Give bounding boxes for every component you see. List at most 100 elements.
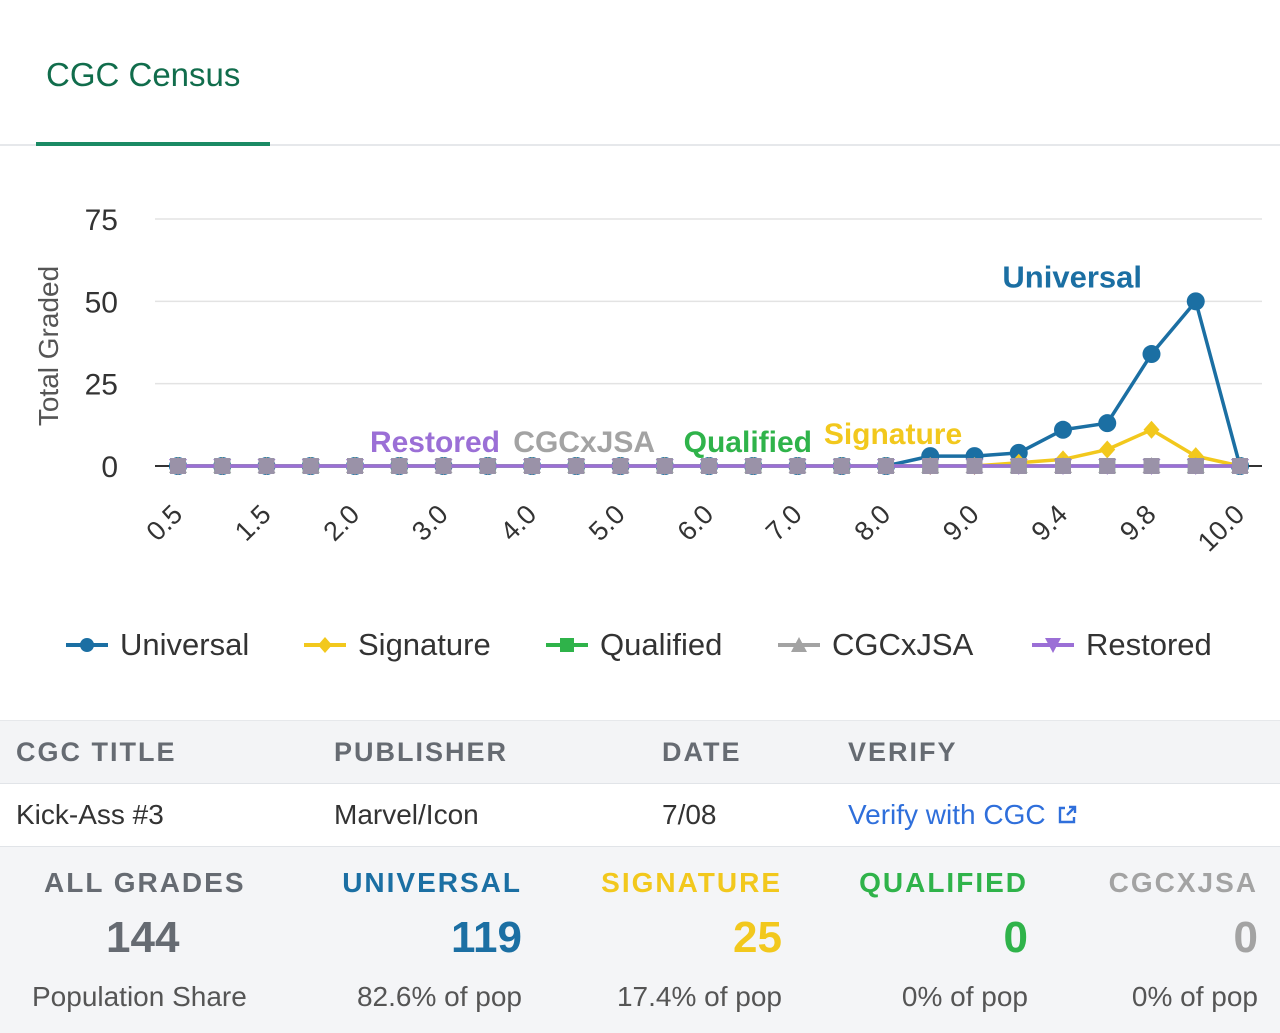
data-point [214, 458, 231, 474]
x-tick-label: 3.0 [406, 499, 454, 547]
tab-cgc-census[interactable]: CGC Census [36, 48, 270, 146]
stat-all-grades: ALL GRADES 144 Population Share [0, 847, 290, 1033]
comic-title: Kick-Ass #3 [16, 799, 164, 830]
column-header-date: DATE [662, 737, 742, 767]
stat-label: UNIVERSAL [342, 867, 522, 898]
data-point [1009, 443, 1028, 462]
stat-value: 144 [106, 913, 180, 962]
data-point [568, 458, 585, 474]
y-tick-label: 75 [85, 204, 118, 237]
line-triangle-marker-icon [778, 637, 820, 652]
line-triangle-down-marker-icon [1032, 638, 1074, 653]
verify-link-label: Verify with CGC [848, 799, 1046, 830]
legend-item-signature[interactable]: Signature [304, 620, 491, 670]
series-annotation: Universal [1002, 259, 1142, 294]
column-header-verify: VERIFY [848, 737, 958, 767]
x-tick-label: 10.0 [1192, 499, 1250, 557]
data-point [170, 458, 186, 474]
data-point [391, 458, 408, 474]
y-tick-label: 25 [85, 369, 118, 402]
comic-publisher: Marvel/Icon [334, 799, 479, 830]
stat-label: QUALIFIED [859, 867, 1028, 898]
data-point [1010, 458, 1027, 474]
stat-cgcxjsa: CGCXJSA 0 0% of pop [1046, 847, 1280, 1033]
legend-label: Qualified [600, 627, 723, 662]
data-point [966, 458, 983, 474]
line-square-marker-icon [546, 638, 588, 652]
data-point [1055, 458, 1071, 474]
legend-label: Signature [358, 627, 491, 662]
data-point [833, 458, 850, 474]
x-tick-label: 4.0 [494, 499, 542, 547]
data-point [1186, 292, 1205, 311]
data-point [1099, 458, 1116, 474]
table-row: Kick-Ass #3 Marvel/Icon 7/08 Verify with… [0, 784, 1280, 847]
legend-label: Restored [1086, 627, 1212, 662]
verify-cell: Verify with CGC [848, 784, 1078, 846]
data-point [878, 458, 894, 474]
stat-value: 0 [1003, 913, 1028, 962]
stat-label: SIGNATURE [601, 867, 782, 898]
x-tick-label: 6.0 [671, 499, 719, 547]
data-point [789, 458, 806, 474]
legend-item-cgcxjsa[interactable]: CGCxJSA [778, 620, 973, 670]
stat-universal: UNIVERSAL 119 82.6% of pop [290, 847, 540, 1033]
legend-item-restored[interactable]: Restored [1032, 620, 1212, 670]
stat-sub: 0% of pop [901, 981, 1028, 1012]
chart-legend: Universal Signature Qualified CGCxJSA Re… [0, 620, 1280, 670]
census-chart: 0 25 50 75 Total Graded 0.5 1.5 2.0 3.0 4.0 5.0 6.0… [33, 204, 1262, 557]
x-tick-label: 0.5 [140, 499, 188, 547]
external-link-icon [1058, 805, 1076, 824]
stat-sub: 17.4% of pop [616, 981, 782, 1012]
data-point [1054, 420, 1072, 439]
x-tick-label: 9.4 [1025, 499, 1073, 547]
legend-label: Universal [120, 627, 250, 662]
stat-signature: SIGNATURE 25 17.4% of pop [540, 847, 800, 1033]
stat-value: 119 [451, 913, 522, 962]
data-point [922, 458, 939, 474]
x-tick-label: 7.0 [760, 499, 808, 547]
stat-qualified: QUALIFIED 0 0% of pop [800, 847, 1046, 1033]
population-stats: ALL GRADES 144 Population Share UNIVERSA… [0, 847, 1280, 1033]
data-point [656, 458, 673, 474]
x-tick-label: 9.0 [937, 499, 985, 547]
data-point [1187, 458, 1204, 474]
x-tick-label: 2.0 [317, 499, 365, 547]
stat-sub: 82.6% of pop [356, 981, 522, 1012]
stat-label: CGCXJSA [1108, 867, 1258, 898]
comic-info-table: CGC TITLE PUBLISHER DATE VERIFY Kick-Ass… [0, 720, 1280, 847]
tab-bar: CGC Census [0, 0, 1280, 146]
active-tab-indicator [36, 142, 270, 146]
data-point [745, 458, 762, 474]
line-diamond-marker-icon [304, 637, 346, 653]
legend-item-universal[interactable]: Universal [66, 620, 249, 670]
verify-with-cgc-link[interactable]: Verify with CGC [848, 784, 1078, 846]
series-annotation: CGCxJSA [513, 426, 655, 459]
x-tick-label: 9.8 [1114, 499, 1162, 547]
stat-value: 25 [733, 913, 782, 962]
stat-value: 0 [1233, 913, 1258, 962]
column-header-publisher: PUBLISHER [334, 737, 509, 767]
tab-label: CGC Census [46, 56, 241, 93]
stat-sub: 0% of pop [1131, 981, 1258, 1012]
x-tick-label: 8.0 [848, 499, 896, 547]
line-circle-marker-icon [66, 638, 108, 652]
series-annotation: Restored [370, 426, 500, 459]
series-annotation: Qualified [684, 426, 812, 459]
stat-label: ALL GRADES [44, 867, 246, 898]
legend-label: CGCxJSA [832, 627, 974, 662]
data-point [347, 458, 363, 474]
x-tick-label: 1.5 [229, 499, 277, 547]
stat-sub: Population Share [32, 981, 247, 1012]
data-point [612, 458, 629, 474]
data-point [302, 458, 319, 474]
comic-date: 7/08 [662, 799, 717, 830]
y-tick-label: 0 [101, 451, 118, 484]
y-axis-label: Total Graded [33, 266, 64, 426]
x-tick-label: 5.0 [583, 499, 631, 547]
legend-item-qualified[interactable]: Qualified [546, 620, 722, 670]
data-point [435, 458, 452, 474]
column-header-title: CGC TITLE [16, 737, 177, 767]
series-annotation: Signature [824, 418, 962, 451]
data-point [701, 458, 717, 474]
